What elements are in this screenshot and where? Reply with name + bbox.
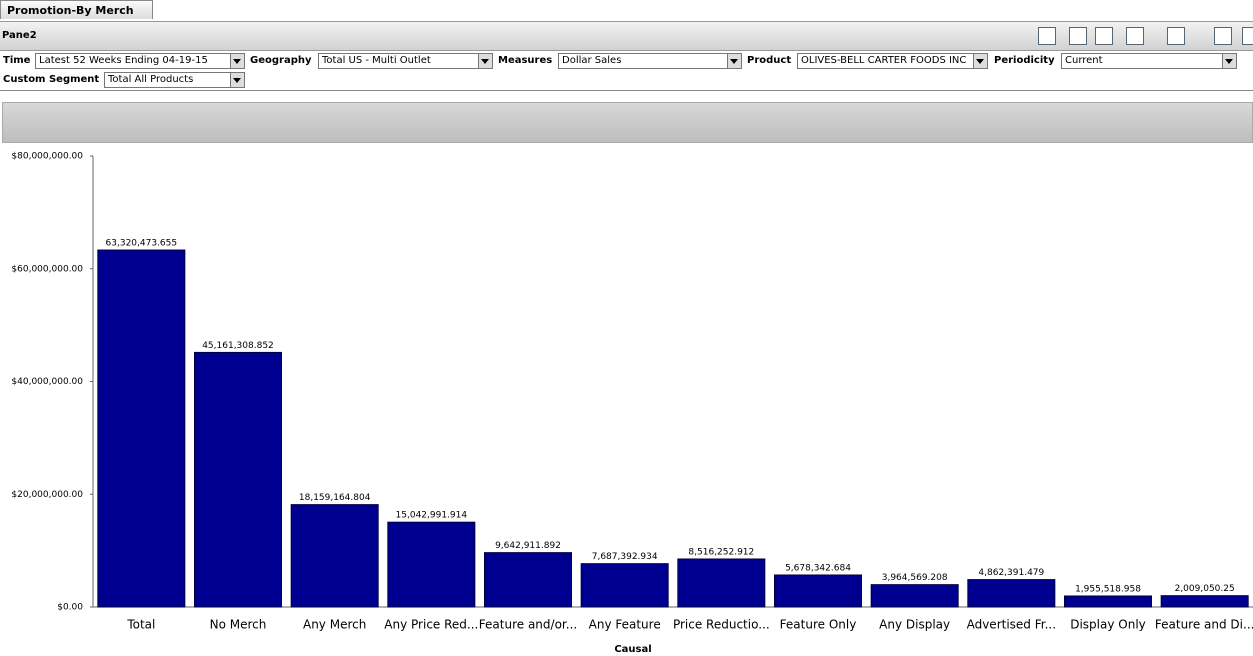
y-tick-label: $20,000,000.00 [11, 490, 83, 500]
y-tick-label: $40,000,000.00 [11, 377, 83, 387]
x-axis-title: Causal [614, 644, 651, 655]
x-tick-label: Advertised Fr... [967, 618, 1056, 632]
pane-header: Pane2 [0, 21, 1253, 51]
sort-icon[interactable] [1069, 27, 1087, 45]
chart-header [2, 102, 1253, 143]
filter-label: Time [3, 55, 31, 66]
value-label: 3,964,569.208 [882, 573, 948, 583]
bar [290, 504, 379, 608]
separator [0, 90, 1253, 91]
filter-select[interactable]: Current [1061, 53, 1237, 69]
bar [97, 249, 186, 608]
bar [967, 579, 1056, 608]
dropdown-arrow [233, 59, 241, 64]
bar [677, 558, 766, 608]
filter-label: Custom Segment [3, 74, 100, 85]
x-tick-label: Any Price Red... [384, 618, 478, 632]
y-tick-label: $0.00 [57, 603, 83, 613]
bar [1160, 595, 1249, 608]
x-tick-label: Feature Only [780, 618, 857, 632]
bar [580, 563, 669, 608]
filter-label: Measures [498, 55, 553, 66]
value-label: 9,642,911.892 [495, 541, 561, 551]
x-tick-label: Feature and Di... [1155, 618, 1253, 632]
value-label: 7,687,392.934 [592, 552, 658, 562]
bar [774, 574, 862, 608]
dropdown-arrow [481, 59, 489, 64]
dropdown-arrow [976, 59, 984, 64]
value-label: 2,009,050.25 [1175, 584, 1235, 594]
filter-value: OLIVES-BELL CARTER FOODS INC [801, 55, 967, 66]
x-tick-label: Price Reductio... [673, 618, 770, 632]
x-tick-label: Feature and/or... [479, 618, 577, 632]
x-tick-label: Display Only [1070, 618, 1146, 632]
dropdown-arrow [233, 78, 241, 83]
filter-label: Product [747, 55, 792, 66]
bar [1064, 595, 1152, 608]
bar [387, 521, 476, 608]
x-tick-label: No Merch [210, 618, 267, 632]
value-label: 8,516,252.912 [688, 547, 754, 557]
pane-title: Pane2 [2, 30, 37, 41]
expand-icon[interactable] [1242, 27, 1253, 45]
filter-value: Total All Products [108, 74, 194, 85]
value-label: 18,159,164.804 [299, 493, 371, 503]
select-icon[interactable] [1095, 27, 1113, 45]
value-label: 15,042,991.914 [396, 511, 468, 521]
filter-label: Periodicity [994, 55, 1055, 66]
value-label: 5,678,342.684 [785, 563, 851, 573]
x-tick-label: Any Display [879, 618, 950, 632]
filter-select[interactable]: Dollar Sales [558, 53, 742, 69]
bar [870, 584, 959, 608]
filter-select[interactable]: OLIVES-BELL CARTER FOODS INC [797, 53, 988, 69]
y-tick-label: $80,000,000.00 [11, 152, 83, 162]
x-tick-label: Any Feature [589, 618, 661, 632]
info-icon[interactable] [1214, 27, 1232, 45]
sum-icon[interactable] [1126, 27, 1144, 45]
filter-select[interactable]: Latest 52 Weeks Ending 04-19-15 [35, 53, 245, 69]
filter-value: Latest 52 Weeks Ending 04-19-15 [39, 55, 208, 66]
filter-select[interactable]: Total US - Multi Outlet [318, 53, 493, 69]
value-label: 63,320,473.655 [106, 239, 178, 249]
filter-value: Current [1065, 55, 1103, 66]
filter-icon[interactable] [1038, 27, 1056, 45]
value-label: 45,161,308.852 [202, 341, 274, 351]
bar [484, 552, 572, 608]
dropdown-arrow [730, 59, 738, 64]
filter-label: Geography [250, 55, 312, 66]
x-tick-label: Any Merch [303, 618, 366, 632]
dropdown-arrow [1225, 59, 1233, 64]
filter-value: Total US - Multi Outlet [322, 55, 431, 66]
value-label: 4,862,391.479 [978, 568, 1044, 578]
layout-icon[interactable] [1167, 27, 1185, 45]
value-label: 1,955,518.958 [1075, 584, 1141, 594]
x-tick-label: Total [126, 618, 155, 632]
filter-select[interactable]: Total All Products [104, 72, 245, 88]
y-tick-label: $60,000,000.00 [11, 264, 83, 274]
filter-value: Dollar Sales [562, 55, 622, 66]
bar [194, 351, 282, 608]
